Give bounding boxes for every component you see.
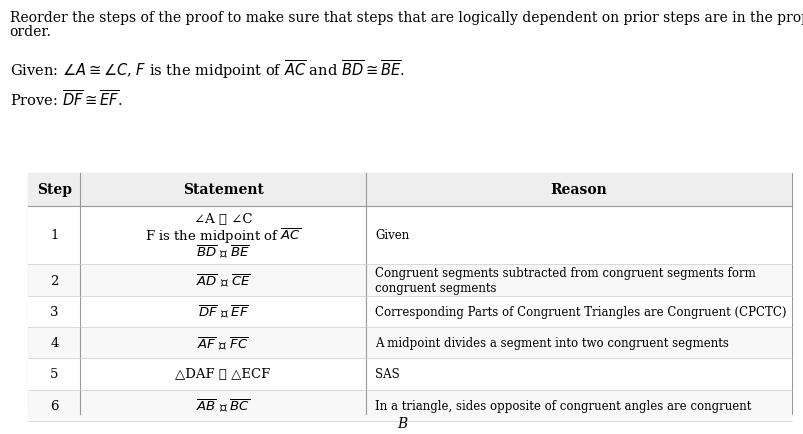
Text: ∠A ≅ ∠C: ∠A ≅ ∠C	[194, 213, 252, 226]
Text: Corresponding Parts of Congruent Triangles are Congruent (CPCTC): Corresponding Parts of Congruent Triangl…	[375, 305, 786, 318]
Bar	[28, 358, 791, 390]
Text: 2: 2	[50, 274, 59, 287]
Text: A midpoint divides a segment into two congruent segments: A midpoint divides a segment into two co…	[375, 336, 728, 349]
Text: $\overline{AD}$ ≅ $\overline{CE}$: $\overline{AD}$ ≅ $\overline{CE}$	[196, 272, 250, 289]
Text: $\overline{AB}$ ≅ $\overline{BC}$: $\overline{AB}$ ≅ $\overline{BC}$	[196, 397, 250, 414]
Text: Prove: $\overline{DF} \cong \overline{EF}$.: Prove: $\overline{DF} \cong \overline{EF…	[10, 89, 122, 109]
Text: 4: 4	[50, 336, 59, 349]
Bar	[28, 327, 791, 358]
Text: SAS: SAS	[375, 368, 400, 381]
Text: 1: 1	[50, 229, 59, 242]
Text: In a triangle, sides opposite of congruent angles are congruent: In a triangle, sides opposite of congrue…	[375, 399, 751, 412]
Bar	[28, 174, 791, 414]
Bar	[28, 390, 791, 421]
Text: 3: 3	[50, 305, 59, 318]
Text: Given: Given	[375, 229, 410, 242]
Bar	[28, 265, 791, 296]
Text: Reason: Reason	[550, 183, 606, 197]
Text: Given: $\angle A \cong \angle C$, $F$ is the midpoint of $\overline{AC}$ and $\o: Given: $\angle A \cong \angle C$, $F$ is…	[10, 59, 404, 81]
Bar	[28, 206, 791, 265]
Text: $\overline{AF}$ ≅ $\overline{FC}$: $\overline{AF}$ ≅ $\overline{FC}$	[198, 335, 248, 351]
Text: F is the midpoint of $\overline{AC}$: F is the midpoint of $\overline{AC}$	[145, 226, 301, 245]
Bar	[28, 174, 791, 206]
Bar	[28, 296, 791, 327]
Text: △DAF ≅ △ECF: △DAF ≅ △ECF	[175, 368, 271, 381]
Text: Statement: Statement	[182, 183, 263, 197]
Text: Step: Step	[37, 183, 71, 197]
Text: Congruent segments subtracted from congruent segments form congruent segments: Congruent segments subtracted from congr…	[375, 266, 756, 294]
Text: $\overline{DF}$ ≅ $\overline{EF}$: $\overline{DF}$ ≅ $\overline{EF}$	[198, 303, 248, 320]
Text: 5: 5	[50, 368, 59, 381]
Text: Reorder the steps of the proof to make sure that steps that are logically depend: Reorder the steps of the proof to make s…	[10, 11, 803, 25]
Text: B: B	[397, 416, 406, 430]
Text: $\overline{BD}$ ≅ $\overline{BE}$: $\overline{BD}$ ≅ $\overline{BE}$	[196, 243, 250, 260]
Text: order.: order.	[10, 25, 51, 39]
Text: 6: 6	[50, 399, 59, 412]
